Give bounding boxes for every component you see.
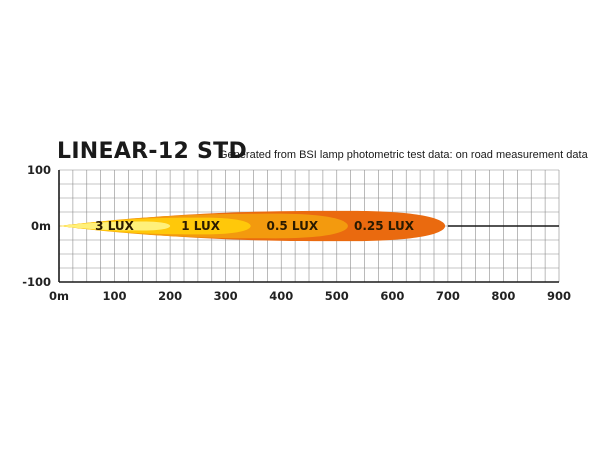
x-tick-label: 100 bbox=[103, 289, 127, 303]
lux-labels: 0.25 LUX 0.5 LUX 1 LUX 3 LUX bbox=[95, 219, 415, 233]
y-tick-label: 0m bbox=[31, 219, 51, 233]
x-tick-label: 0m bbox=[49, 289, 69, 303]
x-tick-label: 300 bbox=[214, 289, 238, 303]
x-tick-label: 200 bbox=[158, 289, 182, 303]
beam-zone-3 bbox=[59, 221, 171, 231]
y-axis-labels: 100 0m -100 bbox=[22, 163, 51, 289]
x-tick-label: 600 bbox=[380, 289, 404, 303]
chart-subtitle: Generated from BSI lamp photometric test… bbox=[219, 149, 589, 161]
x-axis-labels: 0m 100 200 300 400 500 600 700 800 900 bbox=[49, 289, 571, 303]
beam-pattern bbox=[59, 210, 559, 242]
y-tick-label: 100 bbox=[27, 163, 51, 177]
x-tick-label: 400 bbox=[269, 289, 293, 303]
y-tick-label: -100 bbox=[22, 275, 51, 289]
x-tick-label: 500 bbox=[325, 289, 349, 303]
lux-label: 0.5 LUX bbox=[267, 219, 319, 233]
lux-label: 1 LUX bbox=[181, 219, 220, 233]
lux-label: 3 LUX bbox=[95, 219, 134, 233]
chart-title: LINEAR-12 STD bbox=[57, 139, 247, 164]
x-tick-label: 800 bbox=[491, 289, 515, 303]
axes bbox=[58, 170, 559, 283]
lux-label: 0.25 LUX bbox=[354, 219, 415, 233]
x-tick-label: 700 bbox=[436, 289, 460, 303]
x-tick-label: 900 bbox=[547, 289, 571, 303]
